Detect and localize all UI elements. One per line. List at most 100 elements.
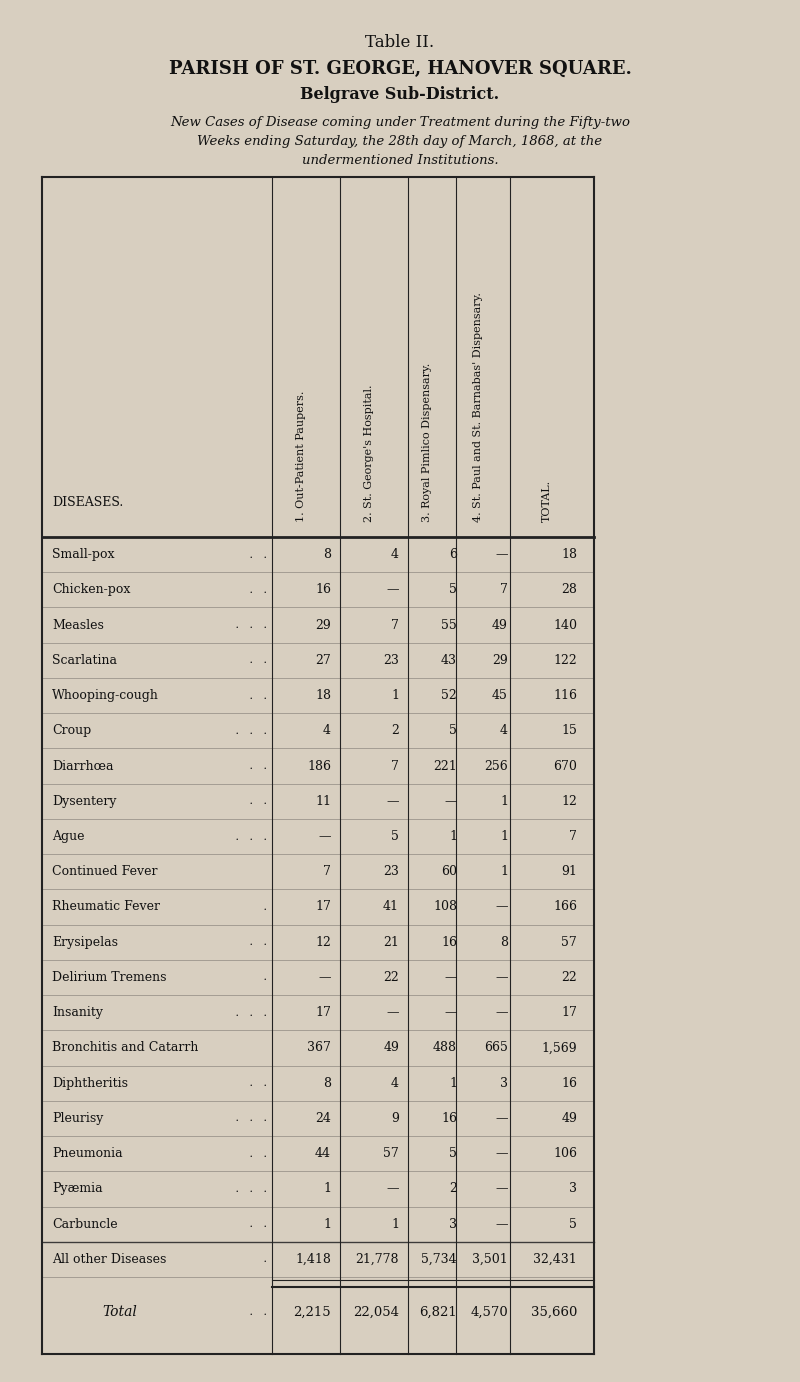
Text: 22: 22 bbox=[562, 972, 577, 984]
Text: 140: 140 bbox=[553, 619, 577, 632]
Text: 18: 18 bbox=[561, 549, 577, 561]
Text: .   .: . . bbox=[246, 655, 267, 665]
Text: 32,431: 32,431 bbox=[534, 1253, 577, 1266]
Text: Continued Fever: Continued Fever bbox=[52, 865, 158, 879]
Text: 55: 55 bbox=[442, 619, 457, 632]
Text: 5: 5 bbox=[569, 1218, 577, 1230]
Text: 4: 4 bbox=[500, 724, 508, 738]
Text: 12: 12 bbox=[561, 795, 577, 808]
Text: 4,570: 4,570 bbox=[470, 1306, 508, 1318]
Text: 22: 22 bbox=[383, 972, 399, 984]
Text: 1,418: 1,418 bbox=[295, 1253, 331, 1266]
Text: .   .   .: . . . bbox=[232, 832, 267, 842]
Text: 27: 27 bbox=[315, 654, 331, 668]
Text: 1: 1 bbox=[449, 1077, 457, 1089]
Text: 29: 29 bbox=[315, 619, 331, 632]
Text: 108: 108 bbox=[433, 901, 457, 914]
Text: .   .: . . bbox=[246, 585, 267, 594]
Text: Dysentery: Dysentery bbox=[52, 795, 117, 808]
Text: 49: 49 bbox=[561, 1113, 577, 1125]
Text: 17: 17 bbox=[315, 901, 331, 914]
Text: .   .: . . bbox=[246, 550, 267, 560]
Text: 1: 1 bbox=[323, 1183, 331, 1195]
Text: Insanity: Insanity bbox=[52, 1006, 103, 1019]
Text: Bronchitis and Catarrh: Bronchitis and Catarrh bbox=[52, 1042, 198, 1054]
Text: 1: 1 bbox=[500, 865, 508, 879]
Text: 12: 12 bbox=[315, 936, 331, 948]
Text: 7: 7 bbox=[569, 831, 577, 843]
Text: Erysipelas: Erysipelas bbox=[52, 936, 118, 948]
Text: 122: 122 bbox=[554, 654, 577, 668]
Text: 670: 670 bbox=[553, 760, 577, 773]
Text: 21,778: 21,778 bbox=[355, 1253, 399, 1266]
Text: 7: 7 bbox=[500, 583, 508, 597]
Text: All other Diseases: All other Diseases bbox=[52, 1253, 166, 1266]
Text: 4: 4 bbox=[323, 724, 331, 738]
Text: 49: 49 bbox=[492, 619, 508, 632]
Text: 106: 106 bbox=[553, 1147, 577, 1159]
Text: Scarlatina: Scarlatina bbox=[52, 654, 117, 668]
Text: 45: 45 bbox=[492, 690, 508, 702]
Text: 16: 16 bbox=[441, 1113, 457, 1125]
Text: —: — bbox=[495, 1006, 508, 1019]
Text: New Cases of Disease coming under Treatment during the Fifty-two: New Cases of Disease coming under Treatm… bbox=[170, 116, 630, 129]
Text: .   .: . . bbox=[246, 937, 267, 947]
Text: 7: 7 bbox=[323, 865, 331, 879]
Text: .: . bbox=[260, 973, 267, 983]
Text: .   .   .: . . . bbox=[232, 726, 267, 735]
Text: .   .: . . bbox=[246, 796, 267, 806]
Text: —: — bbox=[386, 1183, 399, 1195]
Text: —: — bbox=[495, 1113, 508, 1125]
Text: 23: 23 bbox=[383, 865, 399, 879]
Text: 116: 116 bbox=[553, 690, 577, 702]
Text: 3: 3 bbox=[500, 1077, 508, 1089]
Text: 665: 665 bbox=[484, 1042, 508, 1054]
Text: 22,054: 22,054 bbox=[353, 1306, 399, 1318]
Text: 2. St. George's Hospital.: 2. St. George's Hospital. bbox=[364, 384, 374, 522]
Text: —: — bbox=[318, 831, 331, 843]
Text: 91: 91 bbox=[561, 865, 577, 879]
Text: 1: 1 bbox=[500, 831, 508, 843]
Text: 35,660: 35,660 bbox=[530, 1306, 577, 1318]
Text: —: — bbox=[495, 1218, 508, 1230]
Text: 3. Royal Pimlico Dispensary.: 3. Royal Pimlico Dispensary. bbox=[422, 362, 432, 522]
Text: 2,215: 2,215 bbox=[294, 1306, 331, 1318]
Text: .   .: . . bbox=[246, 1148, 267, 1158]
Text: 6: 6 bbox=[449, 549, 457, 561]
Text: Pneumonia: Pneumonia bbox=[52, 1147, 122, 1159]
Text: —: — bbox=[386, 583, 399, 597]
Text: .   .: . . bbox=[246, 761, 267, 771]
Text: 4. St. Paul and St. Barnabas' Dispensary.: 4. St. Paul and St. Barnabas' Dispensary… bbox=[473, 292, 483, 522]
Text: 1: 1 bbox=[391, 1218, 399, 1230]
Text: .   .: . . bbox=[246, 1307, 267, 1317]
Text: 18: 18 bbox=[315, 690, 331, 702]
Text: Measles: Measles bbox=[52, 619, 104, 632]
Text: Diphtheritis: Diphtheritis bbox=[52, 1077, 128, 1089]
Text: .   .   .: . . . bbox=[232, 1007, 267, 1017]
Text: 5: 5 bbox=[449, 583, 457, 597]
Text: 7: 7 bbox=[391, 760, 399, 773]
Text: 488: 488 bbox=[433, 1042, 457, 1054]
Text: Table II.: Table II. bbox=[366, 33, 434, 51]
Text: 44: 44 bbox=[315, 1147, 331, 1159]
Text: —: — bbox=[318, 972, 331, 984]
Text: 1: 1 bbox=[449, 831, 457, 843]
Text: 57: 57 bbox=[562, 936, 577, 948]
Text: Total: Total bbox=[102, 1305, 137, 1318]
Text: Rheumatic Fever: Rheumatic Fever bbox=[52, 901, 160, 914]
Text: 41: 41 bbox=[383, 901, 399, 914]
Text: —: — bbox=[495, 1147, 508, 1159]
Text: 17: 17 bbox=[561, 1006, 577, 1019]
Text: —: — bbox=[495, 972, 508, 984]
Text: 1: 1 bbox=[500, 795, 508, 808]
Text: —: — bbox=[495, 1183, 508, 1195]
Text: 7: 7 bbox=[391, 619, 399, 632]
Text: —: — bbox=[445, 1006, 457, 1019]
Text: PARISH OF ST. GEORGE, HANOVER SQUARE.: PARISH OF ST. GEORGE, HANOVER SQUARE. bbox=[169, 59, 631, 77]
Text: 256: 256 bbox=[484, 760, 508, 773]
Text: 1,569: 1,569 bbox=[542, 1042, 577, 1054]
Text: 60: 60 bbox=[441, 865, 457, 879]
Text: 367: 367 bbox=[307, 1042, 331, 1054]
Text: —: — bbox=[495, 549, 508, 561]
Text: 28: 28 bbox=[561, 583, 577, 597]
